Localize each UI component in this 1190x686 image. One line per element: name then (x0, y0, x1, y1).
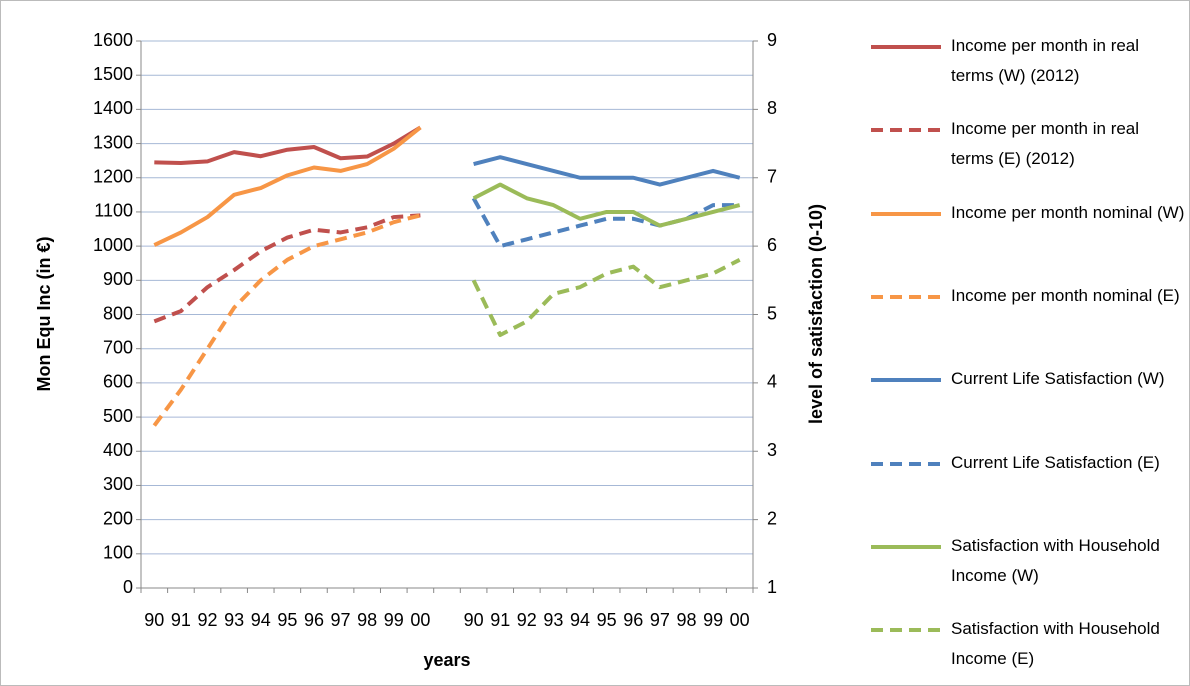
y2-tick-label: 5 (767, 303, 777, 323)
y-tick-label: 600 (103, 372, 133, 392)
y-tick-label: 1100 (94, 201, 133, 221)
y-tick-label: 800 (103, 303, 133, 323)
y2-tick-label: 4 (767, 372, 777, 392)
y-tick-label: 100 (103, 543, 133, 563)
legend-item: Current Life Satisfaction (E) (869, 448, 1187, 528)
x-tick-label: 99 (703, 610, 723, 630)
y-tick-label: 1000 (93, 235, 133, 255)
x-axis-title: years (423, 650, 470, 670)
y2-tick-label: 9 (767, 30, 777, 50)
legend-item: Income per month in real terms (E) (2012… (869, 114, 1187, 194)
legend-item: Income per month in real terms (W) (2012… (869, 31, 1187, 111)
series-line (153, 213, 421, 324)
y-tick-label: 500 (103, 406, 133, 426)
series-line (472, 182, 741, 228)
y2-tick-label: 7 (767, 167, 777, 187)
series-line (153, 125, 422, 247)
y-tick-label: 1200 (93, 167, 133, 187)
y-tick-label: 900 (103, 269, 133, 289)
legend-swatch (871, 294, 941, 299)
legend-swatch (871, 628, 941, 633)
legend-label: Satisfaction with Household Income (W) (951, 535, 1160, 585)
x-tick-label: 96 (623, 610, 643, 630)
y2-axis-title: level of satisfaction (0-10) (806, 204, 826, 424)
x-tick-label: 99 (384, 610, 404, 630)
legend-swatch (871, 461, 941, 466)
legend-item: Satisfaction with Household Income (E) (869, 614, 1187, 685)
y-tick-label: 700 (103, 337, 133, 357)
y-tick-label: 200 (103, 508, 133, 528)
x-tick-label: 91 (171, 610, 191, 630)
x-tick-label: 97 (650, 610, 670, 630)
y2-tick-label: 1 (767, 577, 777, 597)
x-tick-label: 95 (277, 610, 297, 630)
x-tick-label: 96 (304, 610, 324, 630)
legend-item: Income per month nominal (E) (869, 281, 1187, 361)
x-tick-label: 93 (224, 610, 244, 630)
legend-item: Income per month nominal (W) (869, 198, 1187, 278)
y2-tick-label: 3 (767, 440, 777, 460)
x-tick-label: 00 (730, 610, 750, 630)
x-tick-label: 92 (198, 610, 218, 630)
y-tick-label: 1500 (93, 64, 133, 84)
y-tick-label: 1600 (93, 30, 133, 50)
y2-tick-label: 2 (767, 508, 777, 528)
x-tick-label: 94 (570, 610, 590, 630)
x-tick-label: 97 (331, 610, 351, 630)
x-tick-label: 90 (464, 610, 484, 630)
legend-label: Satisfaction with Household Income (E) (951, 619, 1160, 669)
series-line (471, 258, 741, 338)
y-tick-label: 300 (103, 474, 133, 494)
y-tick-label: 1400 (93, 98, 133, 118)
legend-label: Income per month nominal (W) (951, 202, 1185, 222)
x-tick-label: 94 (251, 610, 271, 630)
legend-label: Current Life Satisfaction (W) (951, 369, 1165, 389)
legend-label: Income per month nominal (E) (951, 285, 1180, 305)
legend-label: Income per month in real terms (E) (2012… (951, 119, 1140, 169)
y-tick-label: 400 (103, 440, 133, 460)
legend-swatch (871, 45, 941, 49)
series-line (473, 155, 741, 187)
legend-swatch (871, 378, 941, 383)
x-tick-label: 92 (517, 610, 537, 630)
legend-swatch (871, 544, 941, 549)
y-tick-label: 1300 (93, 132, 133, 152)
legend-swatch (871, 128, 941, 133)
x-tick-label: 98 (676, 610, 696, 630)
y-tick-label: 0 (123, 577, 133, 597)
series-line (471, 197, 740, 249)
x-tick-label: 91 (490, 610, 510, 630)
series-line (154, 125, 422, 166)
x-tick-label: 98 (357, 610, 377, 630)
legend-label: Income per month in real terms (W) (2012… (951, 36, 1140, 85)
x-tick-label: 93 (543, 610, 563, 630)
x-tick-label: 00 (410, 610, 430, 630)
legend-swatch (871, 211, 941, 216)
y-axis-title: Mon Equ Inc (in €) (34, 237, 54, 392)
x-tick-label: 90 (144, 610, 164, 630)
legend-item: Current Life Satisfaction (W) (869, 364, 1187, 444)
y2-tick-label: 6 (767, 235, 777, 255)
plot: Mon Equ Inc (in €) level of satisfaction… (34, 30, 826, 670)
series-line (152, 213, 421, 427)
legend-item: Satisfaction with Household Income (W) (869, 531, 1187, 611)
x-tick-label: 95 (597, 610, 617, 630)
y2-tick-label: 8 (767, 98, 777, 118)
legend-label: Current Life Satisfaction (E) (951, 452, 1160, 472)
